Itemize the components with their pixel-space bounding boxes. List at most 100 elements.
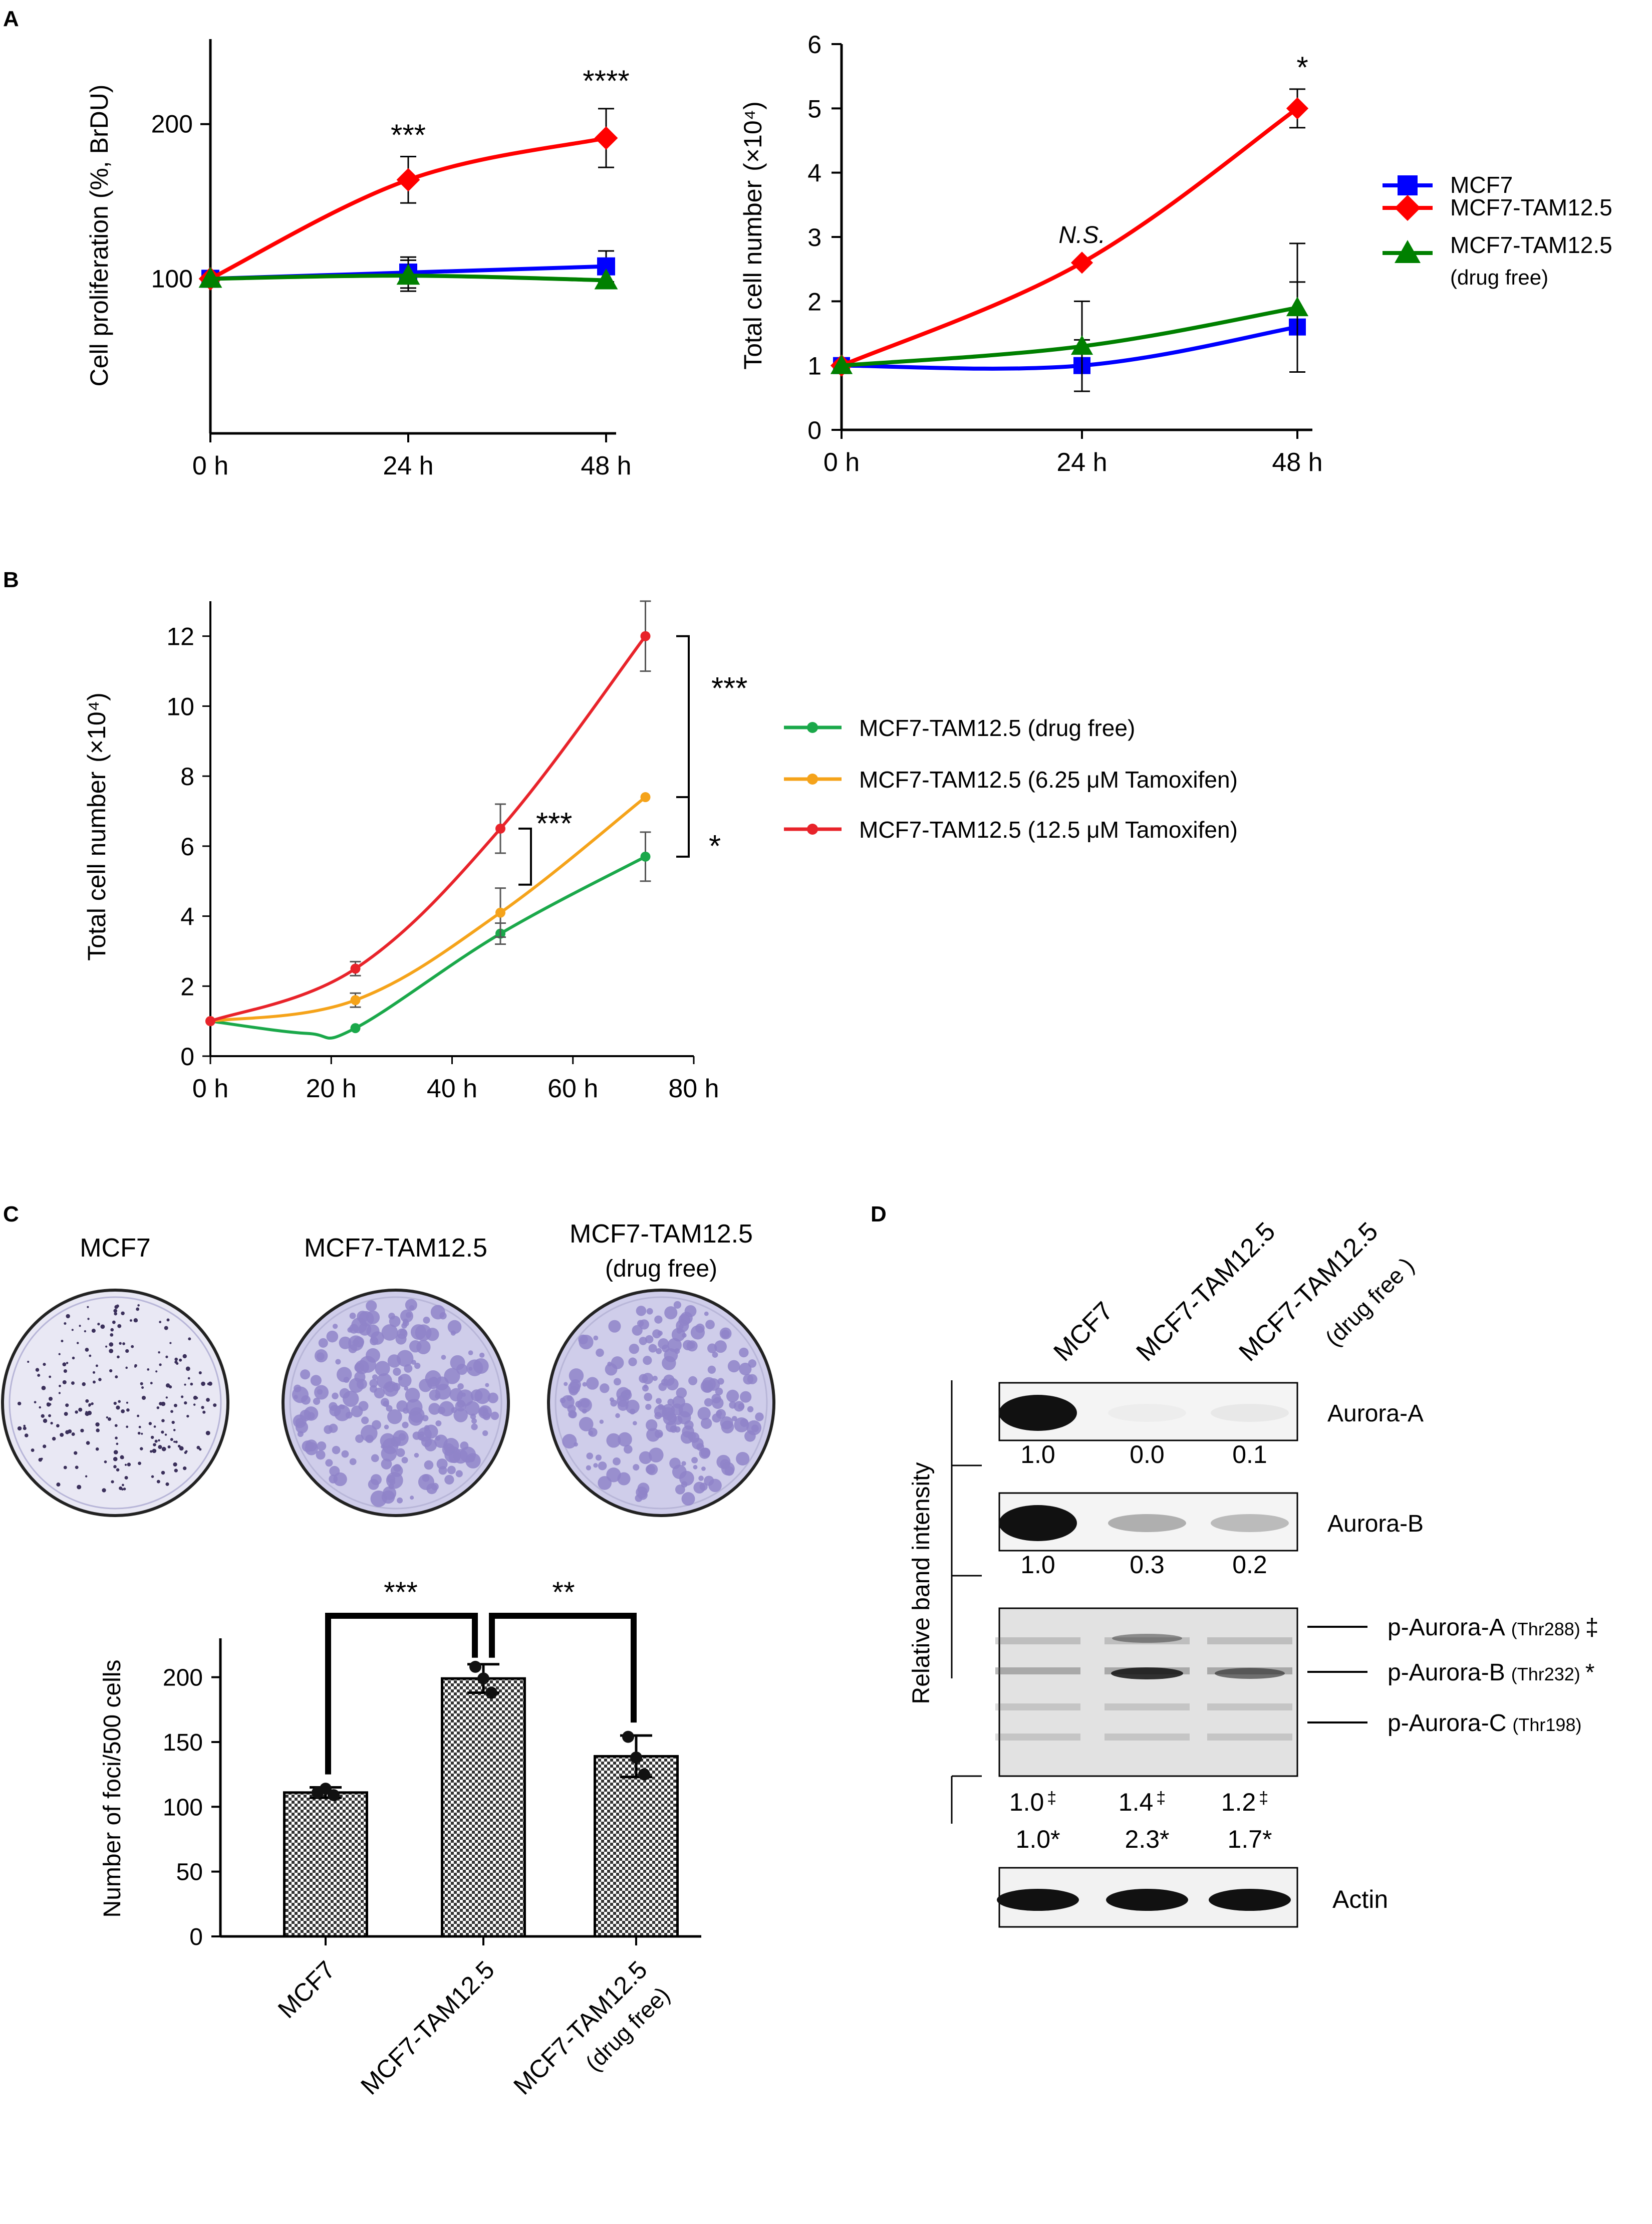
colony — [48, 1396, 53, 1401]
colony — [739, 1347, 749, 1358]
significance-bracket — [518, 827, 532, 886]
colony — [662, 1407, 675, 1420]
colony — [108, 1417, 112, 1421]
legend-label: MCF7-TAM12.5 — [1450, 232, 1612, 258]
colony — [731, 1416, 737, 1421]
colony — [755, 1412, 764, 1421]
colony — [95, 1447, 99, 1451]
colony — [751, 1424, 759, 1432]
blot-band — [995, 1703, 1080, 1710]
colony — [35, 1368, 40, 1372]
colony — [102, 1488, 106, 1493]
colony — [410, 1324, 427, 1340]
legend-label: (drug free) — [1450, 266, 1548, 289]
colony — [184, 1451, 187, 1454]
colony — [131, 1345, 134, 1348]
colony — [355, 1434, 364, 1443]
blot-band — [1108, 1514, 1186, 1532]
colony — [140, 1382, 143, 1385]
x-tick-label: 0 h — [192, 451, 228, 480]
data-point — [477, 1672, 489, 1685]
colony — [654, 1429, 663, 1438]
colony — [455, 1470, 463, 1477]
band-value-number: 1.4 — [1119, 1788, 1154, 1816]
significance-bracket — [325, 1613, 478, 1775]
chart-a-total-cells: 0 1 2 3 4 5 6 0 h 24 h 48 h Total cell number (×10⁴… — [739, 31, 1323, 477]
colony — [410, 1496, 414, 1500]
colony — [396, 1448, 405, 1457]
colony — [384, 1424, 389, 1429]
colony — [693, 1464, 698, 1469]
band-value-dagger: ‡ — [1156, 1789, 1166, 1808]
colony — [629, 1408, 636, 1415]
colony — [645, 1335, 654, 1344]
colony — [707, 1365, 716, 1374]
colony — [123, 1488, 126, 1491]
significance-bracket — [489, 1613, 637, 1723]
colony — [385, 1382, 396, 1393]
colony — [582, 1382, 587, 1387]
blot-band — [1108, 1404, 1186, 1422]
blot-band — [1106, 1889, 1188, 1911]
colony — [196, 1445, 200, 1449]
data-point — [205, 1016, 215, 1027]
y-tick-label: 2 — [807, 288, 821, 316]
colony — [58, 1353, 61, 1355]
colony — [151, 1475, 154, 1478]
colony — [97, 1323, 100, 1326]
colony — [371, 1454, 379, 1462]
colony — [310, 1375, 322, 1386]
colony — [375, 1361, 390, 1376]
colony — [636, 1306, 647, 1316]
colony — [78, 1407, 83, 1412]
series-line-2 — [841, 306, 1298, 368]
colony — [125, 1366, 128, 1369]
blot-band — [995, 1667, 1080, 1674]
band-value: 0.3 — [1130, 1551, 1165, 1579]
colony — [76, 1342, 79, 1344]
colony — [113, 1456, 118, 1461]
significance-bracket — [676, 635, 690, 799]
colony — [137, 1304, 140, 1307]
colony — [87, 1410, 92, 1415]
colony — [736, 1451, 750, 1466]
colony — [113, 1309, 118, 1313]
colony — [648, 1447, 664, 1462]
colony — [179, 1358, 182, 1362]
colony — [56, 1424, 60, 1428]
colony — [615, 1413, 620, 1418]
colony — [596, 1348, 604, 1357]
colony — [633, 1464, 640, 1471]
colony — [343, 1377, 350, 1383]
data-point — [350, 995, 361, 1006]
colony — [119, 1486, 123, 1491]
colony — [317, 1389, 323, 1395]
colony — [628, 1357, 637, 1366]
foci-plates: MCF7 MCF7-TAM12.5 MCF7-TAM12.5 (drug free) — [1, 1219, 775, 1517]
blot-band — [1105, 1703, 1190, 1710]
colony — [569, 1386, 579, 1396]
colony — [349, 1458, 357, 1465]
colony — [95, 1422, 100, 1427]
colony — [150, 1435, 154, 1439]
colony — [92, 1371, 96, 1374]
colony — [747, 1406, 754, 1412]
colony — [31, 1448, 35, 1452]
colony — [726, 1389, 739, 1403]
colony — [182, 1354, 187, 1359]
y-tick-label: 2 — [180, 972, 194, 1001]
colony — [150, 1450, 153, 1453]
colony — [629, 1343, 640, 1354]
colony — [96, 1428, 100, 1432]
phospho-label: p-Aurora-B (Thr232) * — [1388, 1659, 1594, 1686]
colony — [474, 1388, 491, 1404]
colony — [372, 1374, 378, 1380]
significance-label: * — [1296, 51, 1308, 84]
colony — [600, 1383, 610, 1393]
colony — [109, 1349, 114, 1353]
colony — [667, 1398, 674, 1406]
colony — [682, 1333, 687, 1338]
colony — [593, 1463, 598, 1468]
blot-band — [995, 1637, 1080, 1644]
colony — [457, 1399, 465, 1408]
